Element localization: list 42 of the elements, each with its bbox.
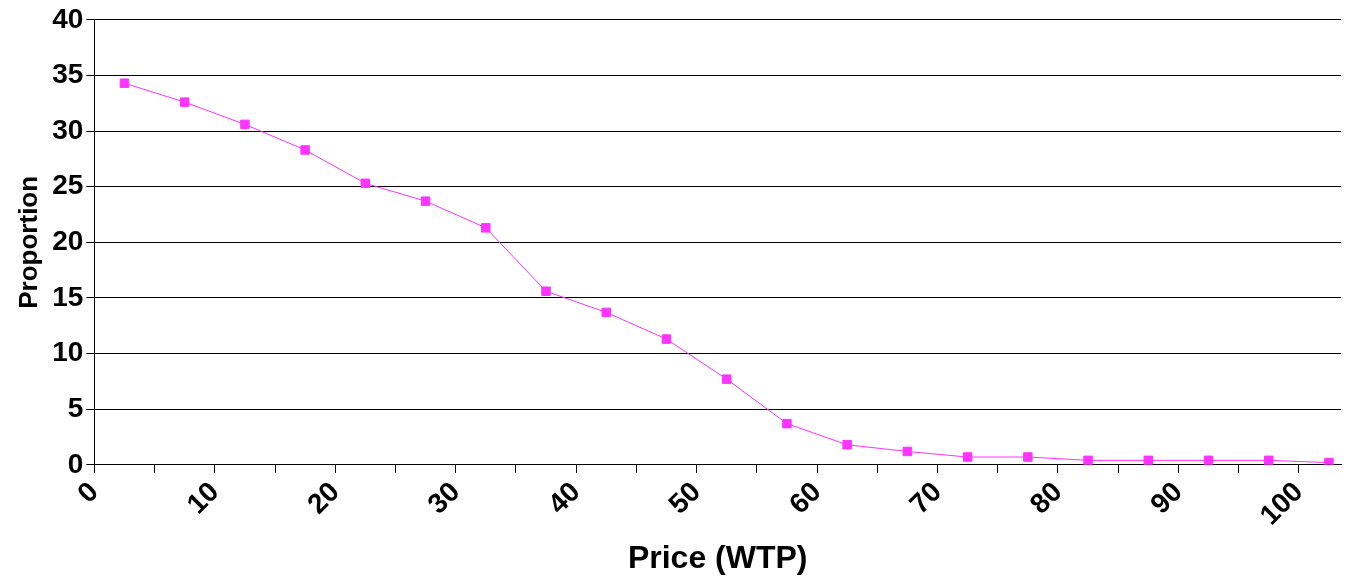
x-axis-title: Price (WTP)	[627, 538, 808, 575]
x-tick-label: 50	[662, 475, 707, 520]
point	[842, 440, 852, 450]
y-tick-label: 0	[67, 447, 84, 479]
y-tick-label: 15	[52, 280, 84, 312]
point	[179, 97, 190, 107]
y-tick-label: 25	[52, 169, 84, 201]
x-tick-label: 20	[300, 475, 345, 520]
point	[782, 418, 792, 429]
y-tick-label: 35	[52, 58, 84, 90]
point	[661, 334, 672, 344]
point	[1143, 455, 1154, 465]
y-tick-label: 20	[52, 225, 84, 257]
point	[902, 446, 913, 457]
y-tick-label: 40	[52, 2, 84, 34]
x-tick-label: 100	[1253, 475, 1309, 531]
x-tick-label: 70	[903, 475, 948, 520]
x-tick-label: 40	[541, 475, 586, 520]
x-tick-label: 10	[180, 475, 225, 520]
point	[1324, 457, 1334, 465]
x-tick-label: 80	[1023, 475, 1068, 520]
point	[240, 119, 250, 130]
point	[721, 374, 732, 384]
point	[541, 286, 551, 296]
point	[1083, 455, 1093, 465]
y-tick-label: 10	[52, 336, 84, 368]
point	[1023, 452, 1033, 462]
y-axis-title: Proportion	[12, 175, 43, 309]
point	[1263, 455, 1274, 465]
x-tick-label: 60	[782, 475, 827, 520]
point	[300, 145, 310, 155]
point	[119, 78, 130, 88]
point	[962, 452, 973, 462]
point	[360, 178, 371, 189]
y-tick-label: 30	[52, 113, 84, 145]
point	[601, 307, 611, 318]
point	[1203, 455, 1214, 465]
point	[481, 223, 491, 233]
point	[420, 196, 431, 206]
y-tick-label: 5	[67, 391, 84, 423]
x-tick-label: 90	[1144, 475, 1189, 520]
x-tick-label: 30	[421, 475, 466, 520]
